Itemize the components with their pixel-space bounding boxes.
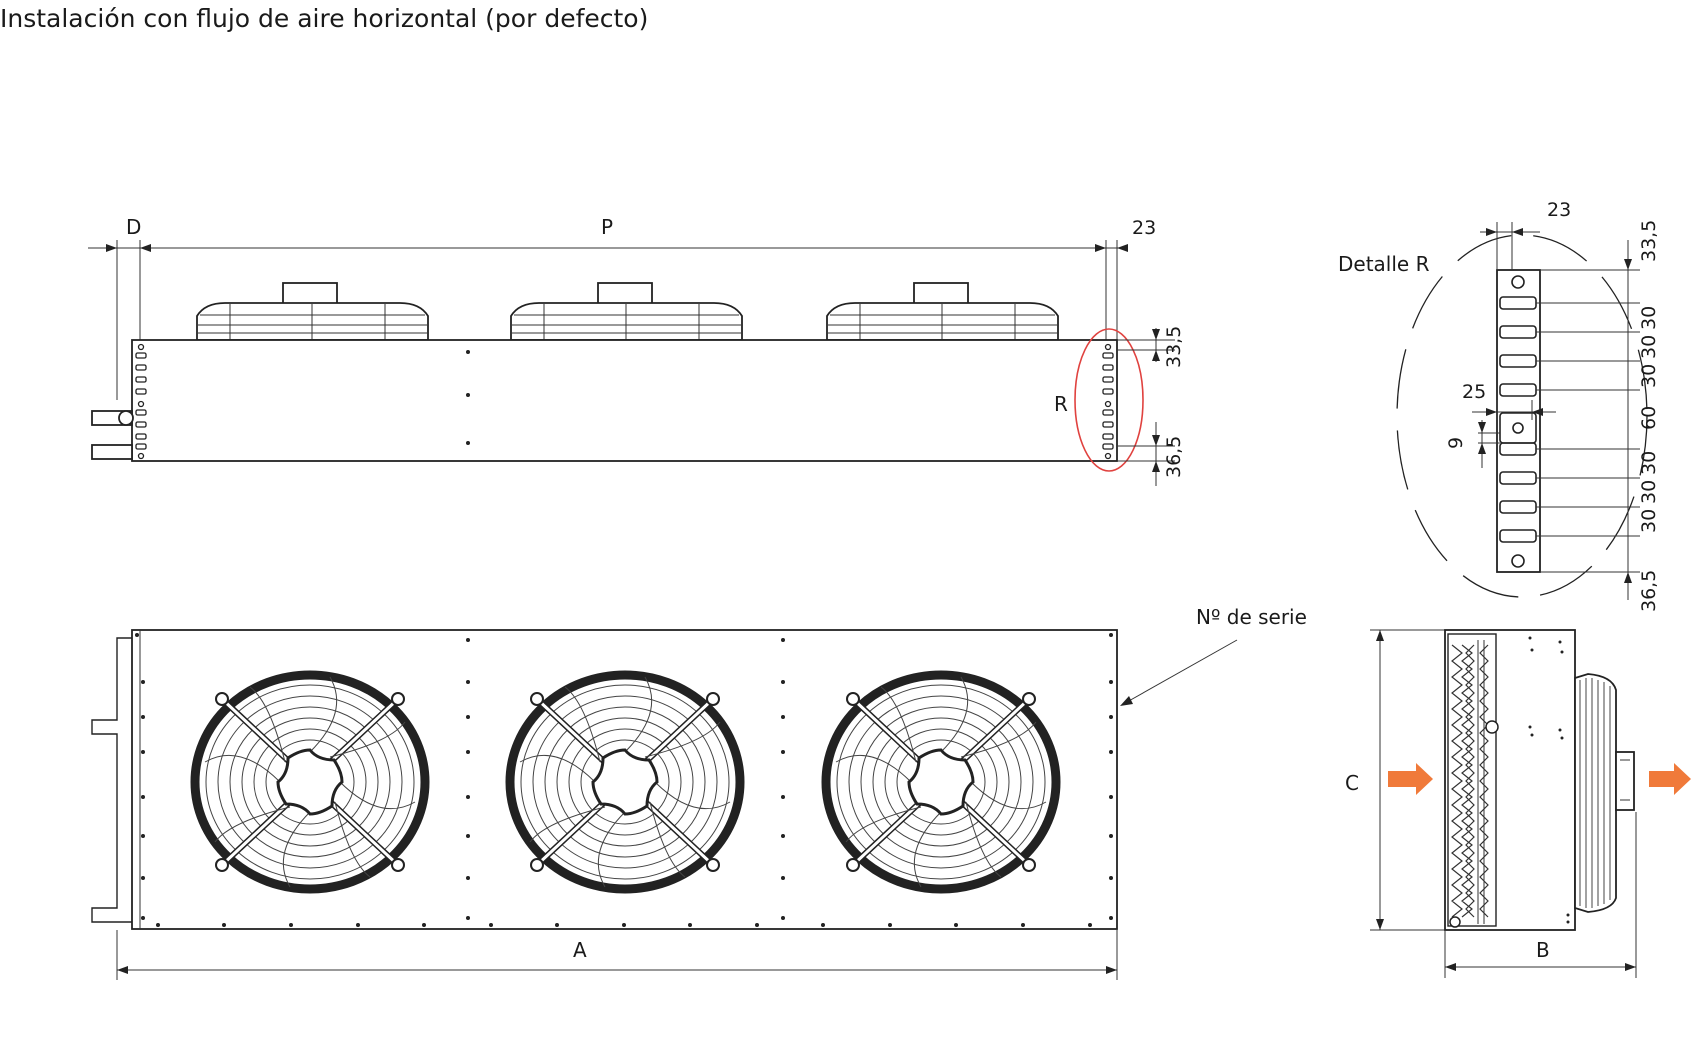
detail-r-label: Detalle R: [1338, 252, 1430, 276]
fan-guard-3: [821, 670, 1061, 894]
airflow-out-arrow: [1649, 763, 1691, 795]
dim-36-5-side: 36,5: [1163, 436, 1185, 478]
fan-housing-top-1: [196, 282, 429, 341]
dim-spacing-4: 60: [1638, 406, 1660, 430]
dim-33-5-side: 33,5: [1163, 326, 1185, 368]
dim-25-detail: 25: [1462, 381, 1486, 403]
dim-36-5-detail: 36,5: [1638, 570, 1660, 612]
dim-spacing-5: 30: [1638, 451, 1660, 475]
page-title: Instalación con flujo de aire horizontal…: [0, 4, 649, 33]
dim-23-detail: 23: [1547, 199, 1571, 221]
pipe-connections: [91, 410, 134, 460]
rivet-dots: [135, 633, 1113, 927]
dim-label-p: P: [601, 215, 613, 239]
fan-housing-top-2: [510, 282, 743, 341]
detail-r-view: Detalle R 23: [1338, 199, 1660, 612]
dim-9-detail: 9: [1445, 437, 1467, 449]
label-r: R: [1054, 392, 1068, 416]
fan-housing-top-3: [826, 282, 1059, 341]
dim-spacing-6: 30: [1638, 480, 1660, 504]
dim-23-top: 23: [1132, 217, 1156, 239]
side-view: D P 23: [88, 215, 1185, 486]
dim-label-c: C: [1345, 771, 1359, 795]
dim-33-5-detail: 33,5: [1638, 220, 1660, 262]
dim-label-a: A: [573, 938, 587, 962]
detail-r-marker: [1074, 328, 1144, 472]
coil-pattern: [1451, 644, 1489, 918]
dim-spacing-7: 30: [1638, 509, 1660, 533]
fan-guard-1: [190, 670, 430, 894]
end-view: C: [1345, 629, 1691, 978]
dim-label-d: D: [126, 215, 141, 239]
fan-guard-2: [505, 670, 745, 894]
dim-spacing-3: 30: [1638, 364, 1660, 388]
airflow-in-arrow: [1388, 763, 1433, 795]
dim-label-b: B: [1536, 938, 1550, 962]
serial-number-label: Nº de serie: [1196, 605, 1307, 629]
dim-spacing-1: 30: [1638, 306, 1660, 330]
dim-spacing-2: 30: [1638, 335, 1660, 359]
front-view: Nº de serie A: [91, 605, 1307, 980]
